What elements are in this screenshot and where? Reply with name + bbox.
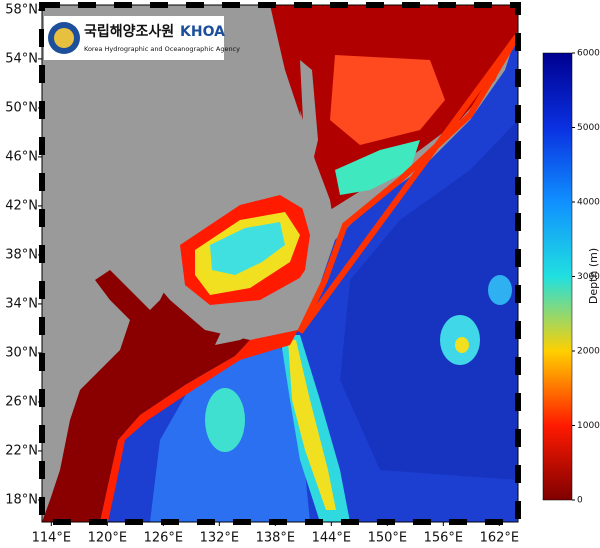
y-tick-label: 42°N [5, 198, 38, 213]
x-tick-label: 144°E [312, 531, 352, 546]
y-tick-label: 54°N [5, 51, 38, 66]
colorbar-tick-label: 2000 [577, 347, 600, 357]
trench [297, 33, 518, 334]
colorbar [542, 52, 573, 501]
seamount [455, 337, 469, 353]
y-tick-label: 30°N [5, 345, 38, 360]
x-tick-label: 150°E [368, 531, 408, 546]
x-tick-label: 132°E [200, 531, 240, 546]
seamount-area [488, 275, 512, 305]
logo-emblem-inner [54, 28, 74, 48]
ridge-shallow [288, 340, 336, 510]
colorbar-label: Depth (m) [587, 248, 600, 304]
map-frame-checker [39, 2, 521, 525]
okhotsk-inner [330, 55, 445, 145]
abyssal-plain [340, 120, 518, 480]
y-tick-label: 18°N [5, 492, 38, 507]
japan-basin-deep [210, 222, 285, 275]
japan-islands [215, 110, 335, 345]
logo-name: 국립해양조사원 [84, 24, 174, 40]
x-tick-label: 138°E [256, 531, 296, 546]
colorbar-tick-label: 3000 [577, 272, 600, 282]
y-tick-label: 58°N [5, 2, 38, 17]
x-tick-label: 114°E [32, 531, 72, 546]
x-tick-label: 162°E [480, 531, 520, 546]
y-tick-label: 38°N [5, 247, 38, 262]
shelf-edge [100, 330, 298, 522]
y-tick-label: 50°N [5, 100, 38, 115]
seamount-area [205, 388, 245, 452]
logo-subtitle: Korea Hydrographic and Oceanographic Age… [84, 45, 240, 53]
colorbar-tick-label: 4000 [577, 198, 600, 208]
land-mass [42, 5, 275, 522]
kuril-basin [335, 140, 420, 195]
colorbar-tick-label: 1000 [577, 421, 600, 431]
colorbar-tick-label: 0 [577, 496, 583, 506]
y-tick-label: 46°N [5, 149, 38, 164]
logo-acronym: KHOA [180, 24, 225, 40]
colorbar-tick-label: 5000 [577, 123, 600, 133]
colorbar-tick-label: 6000 [577, 49, 600, 59]
x-tick-label: 120°E [88, 531, 128, 546]
x-tick-label: 126°E [144, 531, 184, 546]
sakhalin [300, 60, 318, 165]
map-area [42, 5, 518, 522]
logo: 국립해양조사원 KHOA Korea Hydrographic and Ocea… [44, 16, 240, 60]
y-tick-label: 22°N [5, 443, 38, 458]
x-tick-label: 156°E [424, 531, 464, 546]
y-tick-label: 34°N [5, 296, 38, 311]
y-tick-label: 26°N [5, 394, 38, 409]
